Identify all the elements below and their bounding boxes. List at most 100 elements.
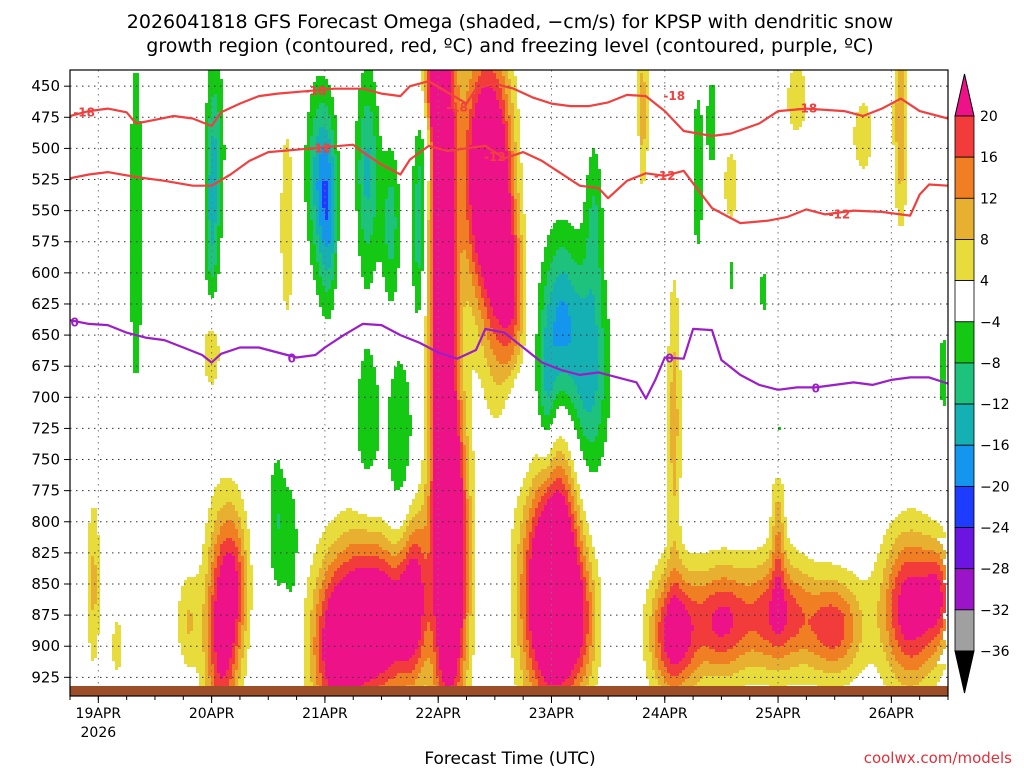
omega-cell: [208, 124, 220, 127]
omega-cell: [373, 130, 379, 133]
omega-cell: [427, 385, 430, 388]
omega-cell: [388, 409, 409, 412]
omega-cell: [313, 190, 319, 193]
omega-cell: [454, 187, 457, 190]
omega-cell: [463, 361, 487, 364]
omega-cell: [319, 238, 322, 241]
omega-cell: [211, 574, 214, 577]
omega-cell: [577, 430, 583, 433]
omega-cell: [670, 331, 679, 334]
omega-cell: [205, 103, 211, 106]
omega-cell: [433, 394, 457, 397]
omega-cell: [514, 175, 517, 178]
omega-cell: [694, 175, 703, 178]
omega-cell: [895, 85, 898, 88]
omega-cell: [91, 571, 97, 574]
omega-cell: [208, 238, 211, 241]
omega-cell: [271, 535, 298, 538]
omega-cell: [523, 274, 526, 277]
omega-cell: [358, 232, 364, 235]
omega-cell: [454, 70, 457, 73]
omega-cell: [904, 94, 907, 97]
omega-cell: [463, 346, 484, 349]
omega-cell: [499, 322, 511, 325]
omega-cell: [472, 139, 505, 142]
omega-cell: [358, 211, 361, 214]
omega-cell: [472, 310, 481, 313]
omega-cell: [784, 526, 787, 529]
omega-cell: [457, 298, 460, 301]
omega-cell: [694, 229, 700, 232]
omega-cell: [322, 256, 331, 259]
omega-cell: [247, 565, 253, 568]
omega-cell: [361, 82, 376, 85]
omega-cell: [466, 415, 472, 418]
omega-cell: [451, 103, 454, 106]
omega-cell: [670, 409, 679, 412]
omega-cell: [433, 526, 463, 529]
omega-cell: [460, 475, 463, 478]
omega-cell: [208, 136, 211, 139]
omega-cell: [514, 241, 517, 244]
omega-cell: [466, 91, 475, 94]
omega-cell: [466, 544, 469, 547]
omega-cell: [208, 376, 217, 379]
omega-cell: [535, 382, 541, 385]
omega-cell: [517, 151, 520, 154]
omega-cell: [544, 250, 556, 253]
omega-cell: [574, 541, 577, 544]
omega-cell: [673, 289, 676, 292]
omega-cell: [457, 421, 460, 424]
omega-cell: [313, 124, 331, 127]
omega-cell: [583, 262, 598, 265]
omega-cell: [391, 379, 406, 382]
omega-cell: [673, 370, 676, 373]
omega-cell: [463, 565, 466, 568]
omega-cell: [331, 151, 334, 154]
omega-cell: [460, 85, 469, 88]
omega-cell: [364, 355, 373, 358]
omega-cell: [457, 229, 469, 232]
omega-cell: [505, 148, 508, 151]
omega-cell: [211, 565, 217, 568]
omega-cell: [304, 172, 310, 175]
omega-cell: [466, 469, 469, 472]
omega-cell: [427, 472, 430, 475]
omega-cell: [472, 526, 475, 529]
omega-cell: [676, 388, 682, 391]
omega-cell: [310, 136, 316, 139]
omega-cell: [391, 478, 406, 481]
omega-cell: [421, 88, 424, 91]
omega-cell: [514, 127, 520, 130]
omega-cell: [421, 241, 424, 244]
omega-cell: [514, 139, 520, 142]
omega-cell: [277, 460, 280, 463]
omega-cell: [475, 247, 514, 250]
omega-cell: [220, 550, 238, 553]
omega-cell: [310, 187, 313, 190]
omega-cell: [478, 100, 499, 103]
omega-cell: [457, 349, 460, 352]
omega-cell: [694, 178, 703, 181]
omega-cell: [322, 205, 328, 208]
omega-cell: [427, 469, 430, 472]
omega-cell: [364, 235, 370, 238]
omega-cell: [472, 556, 475, 559]
omega-cell: [430, 193, 433, 196]
omega-cell: [544, 337, 553, 340]
omega-cell: [283, 151, 289, 154]
omega-cell: [424, 553, 427, 556]
omega-cell: [463, 517, 466, 520]
omega-cell: [598, 346, 604, 349]
omega-cell: [595, 400, 601, 403]
omega-cell: [538, 472, 550, 475]
omega-cell: [415, 202, 421, 205]
omega-cell: [205, 349, 220, 352]
omega-cell: [571, 502, 574, 505]
omega-cell: [451, 85, 454, 88]
omega-cell: [493, 415, 499, 418]
omega-cell: [493, 313, 514, 316]
omega-cell: [418, 490, 424, 493]
omega-cell: [667, 349, 679, 352]
omega-cell: [940, 346, 946, 349]
